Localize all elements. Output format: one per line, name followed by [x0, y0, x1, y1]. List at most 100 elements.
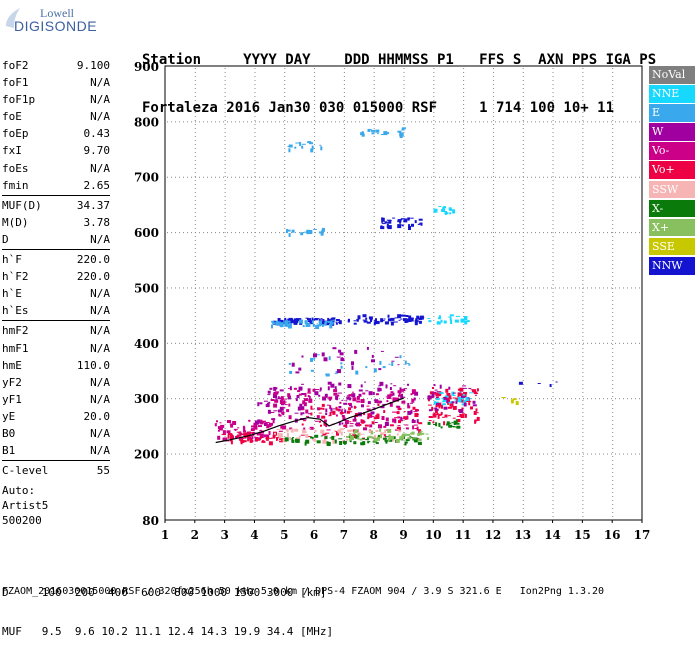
echo-point	[442, 403, 447, 406]
grid-dot	[552, 116, 554, 117]
echo-point	[449, 314, 454, 317]
grid-dot	[343, 140, 345, 141]
echo-point	[412, 406, 416, 410]
grid-dot	[463, 156, 465, 157]
grid-dot	[403, 256, 405, 257]
grid-dot	[433, 188, 435, 189]
grid-dot	[522, 472, 524, 473]
echo-point	[307, 392, 312, 394]
grid-dot	[224, 496, 226, 497]
grid-dot	[522, 456, 524, 457]
grid-dot	[343, 76, 345, 77]
param-name: M(D)	[2, 215, 29, 229]
grid-dot	[403, 72, 405, 73]
grid-dot	[531, 398, 532, 400]
echo-point	[404, 424, 409, 426]
echo-point	[397, 425, 401, 427]
grid-dot	[224, 212, 226, 213]
grid-dot	[567, 287, 568, 289]
grid-dot	[463, 488, 465, 489]
grid-dot	[455, 453, 456, 455]
grid-dot	[194, 408, 196, 409]
grid-dot	[373, 332, 375, 333]
grid-dot	[314, 320, 316, 321]
x-tick-label: 17	[634, 528, 651, 542]
grid-dot	[582, 328, 584, 329]
echo-point	[303, 402, 307, 407]
param-name: B1	[2, 444, 16, 458]
grid-dot	[433, 336, 435, 337]
echo-point	[397, 130, 402, 133]
grid-dot	[552, 428, 554, 429]
grid-dot	[314, 200, 316, 201]
grid-dot	[492, 232, 494, 233]
echo-point	[537, 383, 541, 384]
echo-point	[341, 357, 344, 361]
echo-point	[455, 400, 458, 404]
grid-dot	[271, 121, 272, 123]
grid-dot	[314, 72, 316, 73]
grid-dot	[483, 176, 484, 178]
echo-point	[412, 391, 415, 395]
grid-dot	[599, 232, 600, 234]
grid-dot	[403, 252, 405, 253]
grid-dot	[492, 408, 494, 409]
echo-point	[347, 396, 351, 398]
grid-dot	[492, 324, 494, 325]
echo-point	[374, 399, 379, 401]
param-name: h`F2	[2, 270, 29, 284]
grid-dot	[219, 176, 220, 178]
echo-point	[371, 354, 374, 358]
echo-point	[299, 319, 303, 324]
grid-dot	[263, 121, 264, 123]
grid-dot	[552, 156, 554, 157]
grid-dot	[224, 284, 226, 285]
legend-item: SSE	[649, 237, 695, 256]
echo-point	[460, 399, 465, 403]
grid-dot	[552, 104, 554, 105]
grid-dot	[224, 308, 226, 309]
echo-point	[259, 434, 264, 438]
echo-point	[441, 209, 446, 212]
grid-dot	[343, 508, 345, 509]
echo-point	[378, 424, 382, 429]
echo-point	[428, 409, 432, 412]
grid-dot	[582, 304, 584, 305]
grid-dot	[443, 453, 444, 455]
grid-dot	[522, 480, 524, 481]
grid-dot	[251, 342, 252, 344]
param-name: h`E	[2, 287, 22, 301]
grid-dot	[175, 342, 176, 344]
echo-point	[338, 349, 342, 353]
grid-dot	[582, 436, 584, 437]
echo-point	[389, 402, 393, 407]
echo-point	[273, 387, 278, 390]
grid-dot	[522, 384, 524, 385]
grid-dot	[254, 196, 256, 197]
grid-dot	[263, 176, 264, 178]
grid-dot	[343, 136, 345, 137]
grid-dot	[254, 176, 256, 177]
echo-point	[432, 391, 436, 393]
grid-dot	[411, 453, 412, 455]
grid-dot	[194, 260, 196, 261]
grid-dot	[535, 232, 536, 234]
grid-dot	[582, 312, 584, 313]
echo-point	[305, 317, 309, 319]
grid-dot	[194, 228, 196, 229]
grid-dot	[194, 76, 196, 77]
grid-dot	[582, 480, 584, 481]
grid-dot	[612, 148, 614, 149]
grid-dot	[463, 436, 465, 437]
grid-dot	[224, 340, 226, 341]
grid-dot	[343, 224, 345, 225]
grid-dot	[492, 376, 494, 377]
grid-dot	[492, 124, 494, 125]
grid-dot	[403, 400, 405, 401]
grid-dot	[373, 304, 375, 305]
grid-dot	[314, 120, 316, 121]
grid-dot	[171, 287, 172, 289]
grid-dot	[599, 121, 600, 123]
grid-dot	[619, 453, 620, 455]
grid-dot	[552, 204, 554, 205]
